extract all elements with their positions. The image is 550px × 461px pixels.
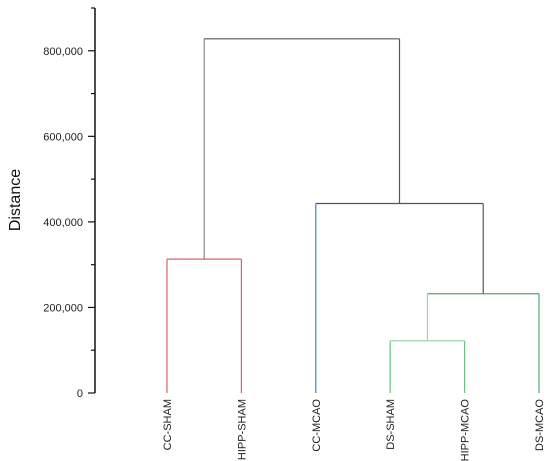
y-tick-label: 600,000 (43, 131, 83, 143)
y-tick-label: 200,000 (43, 302, 83, 314)
y-tick-label: 0 (77, 388, 83, 400)
leaf-label-cc-mcao: CC-MCAO (311, 399, 323, 452)
leaf-label-hipp-mcao: HIPP-MCAO (460, 399, 472, 461)
leaf-label-cc-sham: CC-SHAM (162, 399, 174, 450)
leaf-label-ds-mcao: DS-MCAO (534, 399, 546, 451)
leaf-label-ds-sham: DS-SHAM (385, 399, 397, 450)
y-axis-label: Distance (7, 169, 24, 231)
y-tick-label: 400,000 (43, 217, 83, 229)
leaf-label-hipp-sham: HIPP-SHAM (236, 399, 248, 460)
y-tick-label: 800,000 (43, 46, 83, 58)
